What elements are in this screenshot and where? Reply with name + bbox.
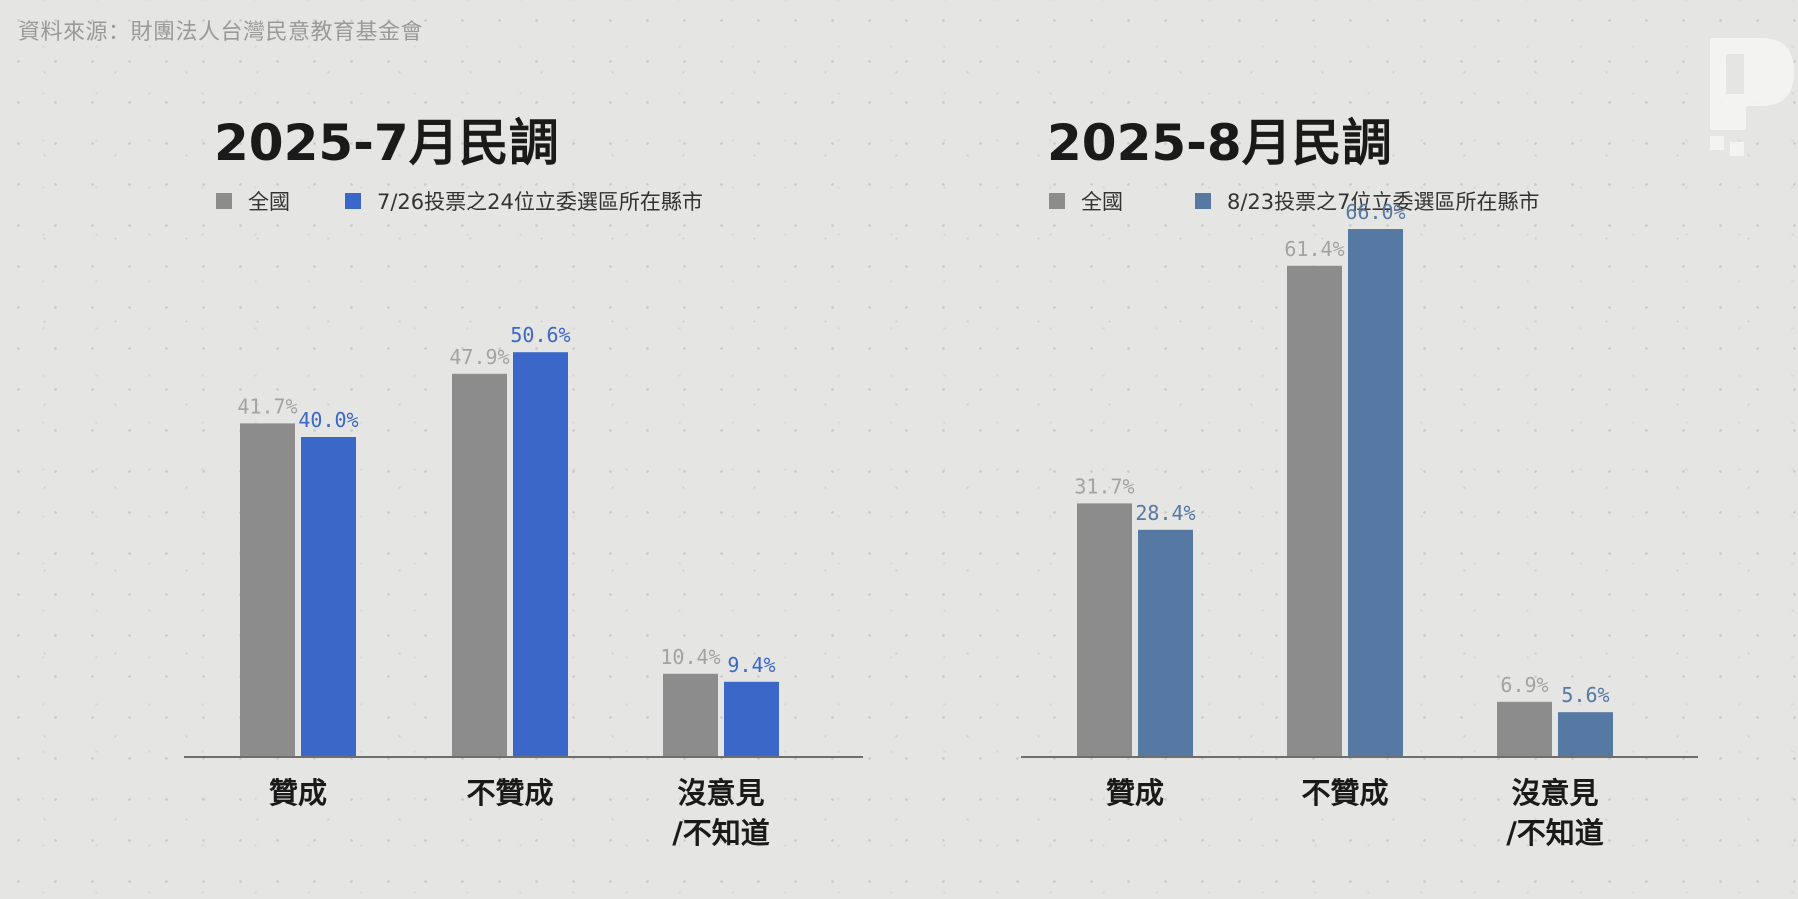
august-bar-0-2 [1497, 701, 1552, 757]
july-value-label-1-0: 40.0% [298, 408, 358, 432]
august-legend-swatch-1 [1195, 193, 1211, 209]
august-value-label-1-2: 5.6% [1561, 683, 1609, 707]
july-legend-swatch-1 [345, 193, 361, 209]
source-note: 資料來源：財團法人台灣民意教育基金會 [18, 20, 424, 45]
july-bar-1-0 [301, 437, 356, 757]
august-value-label-1-0: 28.4% [1135, 501, 1195, 525]
august-legend-label-0: 全國 [1081, 190, 1123, 214]
july-legend-label-1: 7/26投票之24位立委選區所在縣市 [377, 190, 703, 214]
july-bar-1-2 [724, 681, 779, 757]
august-bar-1-1 [1348, 229, 1403, 757]
august-value-label-0-0: 31.7% [1074, 474, 1134, 498]
july-bar-0-2 [663, 673, 718, 757]
july-chart-title: 2025-7月民調 [214, 114, 559, 172]
july-bar-0-1 [452, 373, 507, 757]
july-value-label-1-2: 9.4% [727, 653, 775, 677]
august-legend-label-1: 8/23投票之7位立委選區所在縣市 [1227, 190, 1540, 214]
august-value-label-0-1: 61.4% [1284, 237, 1344, 261]
july-category-label-2-1: /不知道 [672, 816, 770, 850]
august-category-label-1-0: 不贊成 [1301, 776, 1388, 810]
july-bar-0-0 [240, 423, 295, 757]
july-value-label-0-2: 10.4% [660, 645, 720, 669]
august-bar-0-0 [1077, 503, 1132, 757]
july-value-label-0-0: 41.7% [237, 394, 297, 418]
august-legend-swatch-0 [1049, 193, 1065, 209]
publisher-logo-icon [1710, 38, 1794, 156]
august-value-label-1-1: 66.0% [1345, 200, 1405, 224]
july-value-label-0-1: 47.9% [449, 345, 509, 369]
july-legend-swatch-0 [216, 193, 232, 209]
august-bar-1-0 [1138, 529, 1193, 757]
august-chart-title: 2025-8月民調 [1047, 114, 1392, 172]
august-bar-0-1 [1287, 265, 1342, 757]
july-value-label-1-1: 50.6% [510, 323, 570, 347]
august-value-label-0-2: 6.9% [1500, 673, 1548, 697]
july-category-label-0-0: 贊成 [269, 776, 327, 810]
july-legend-label-0: 全國 [248, 190, 290, 214]
july-category-label-2-0: 沒意見 [677, 776, 764, 810]
august-category-label-2-1: /不知道 [1506, 816, 1604, 850]
july-category-label-1-0: 不贊成 [466, 776, 553, 810]
august-bar-1-2 [1558, 712, 1613, 757]
july-bar-1-1 [513, 352, 568, 757]
august-category-label-0-0: 贊成 [1106, 776, 1164, 810]
august-category-label-2-0: 沒意見 [1511, 776, 1598, 810]
